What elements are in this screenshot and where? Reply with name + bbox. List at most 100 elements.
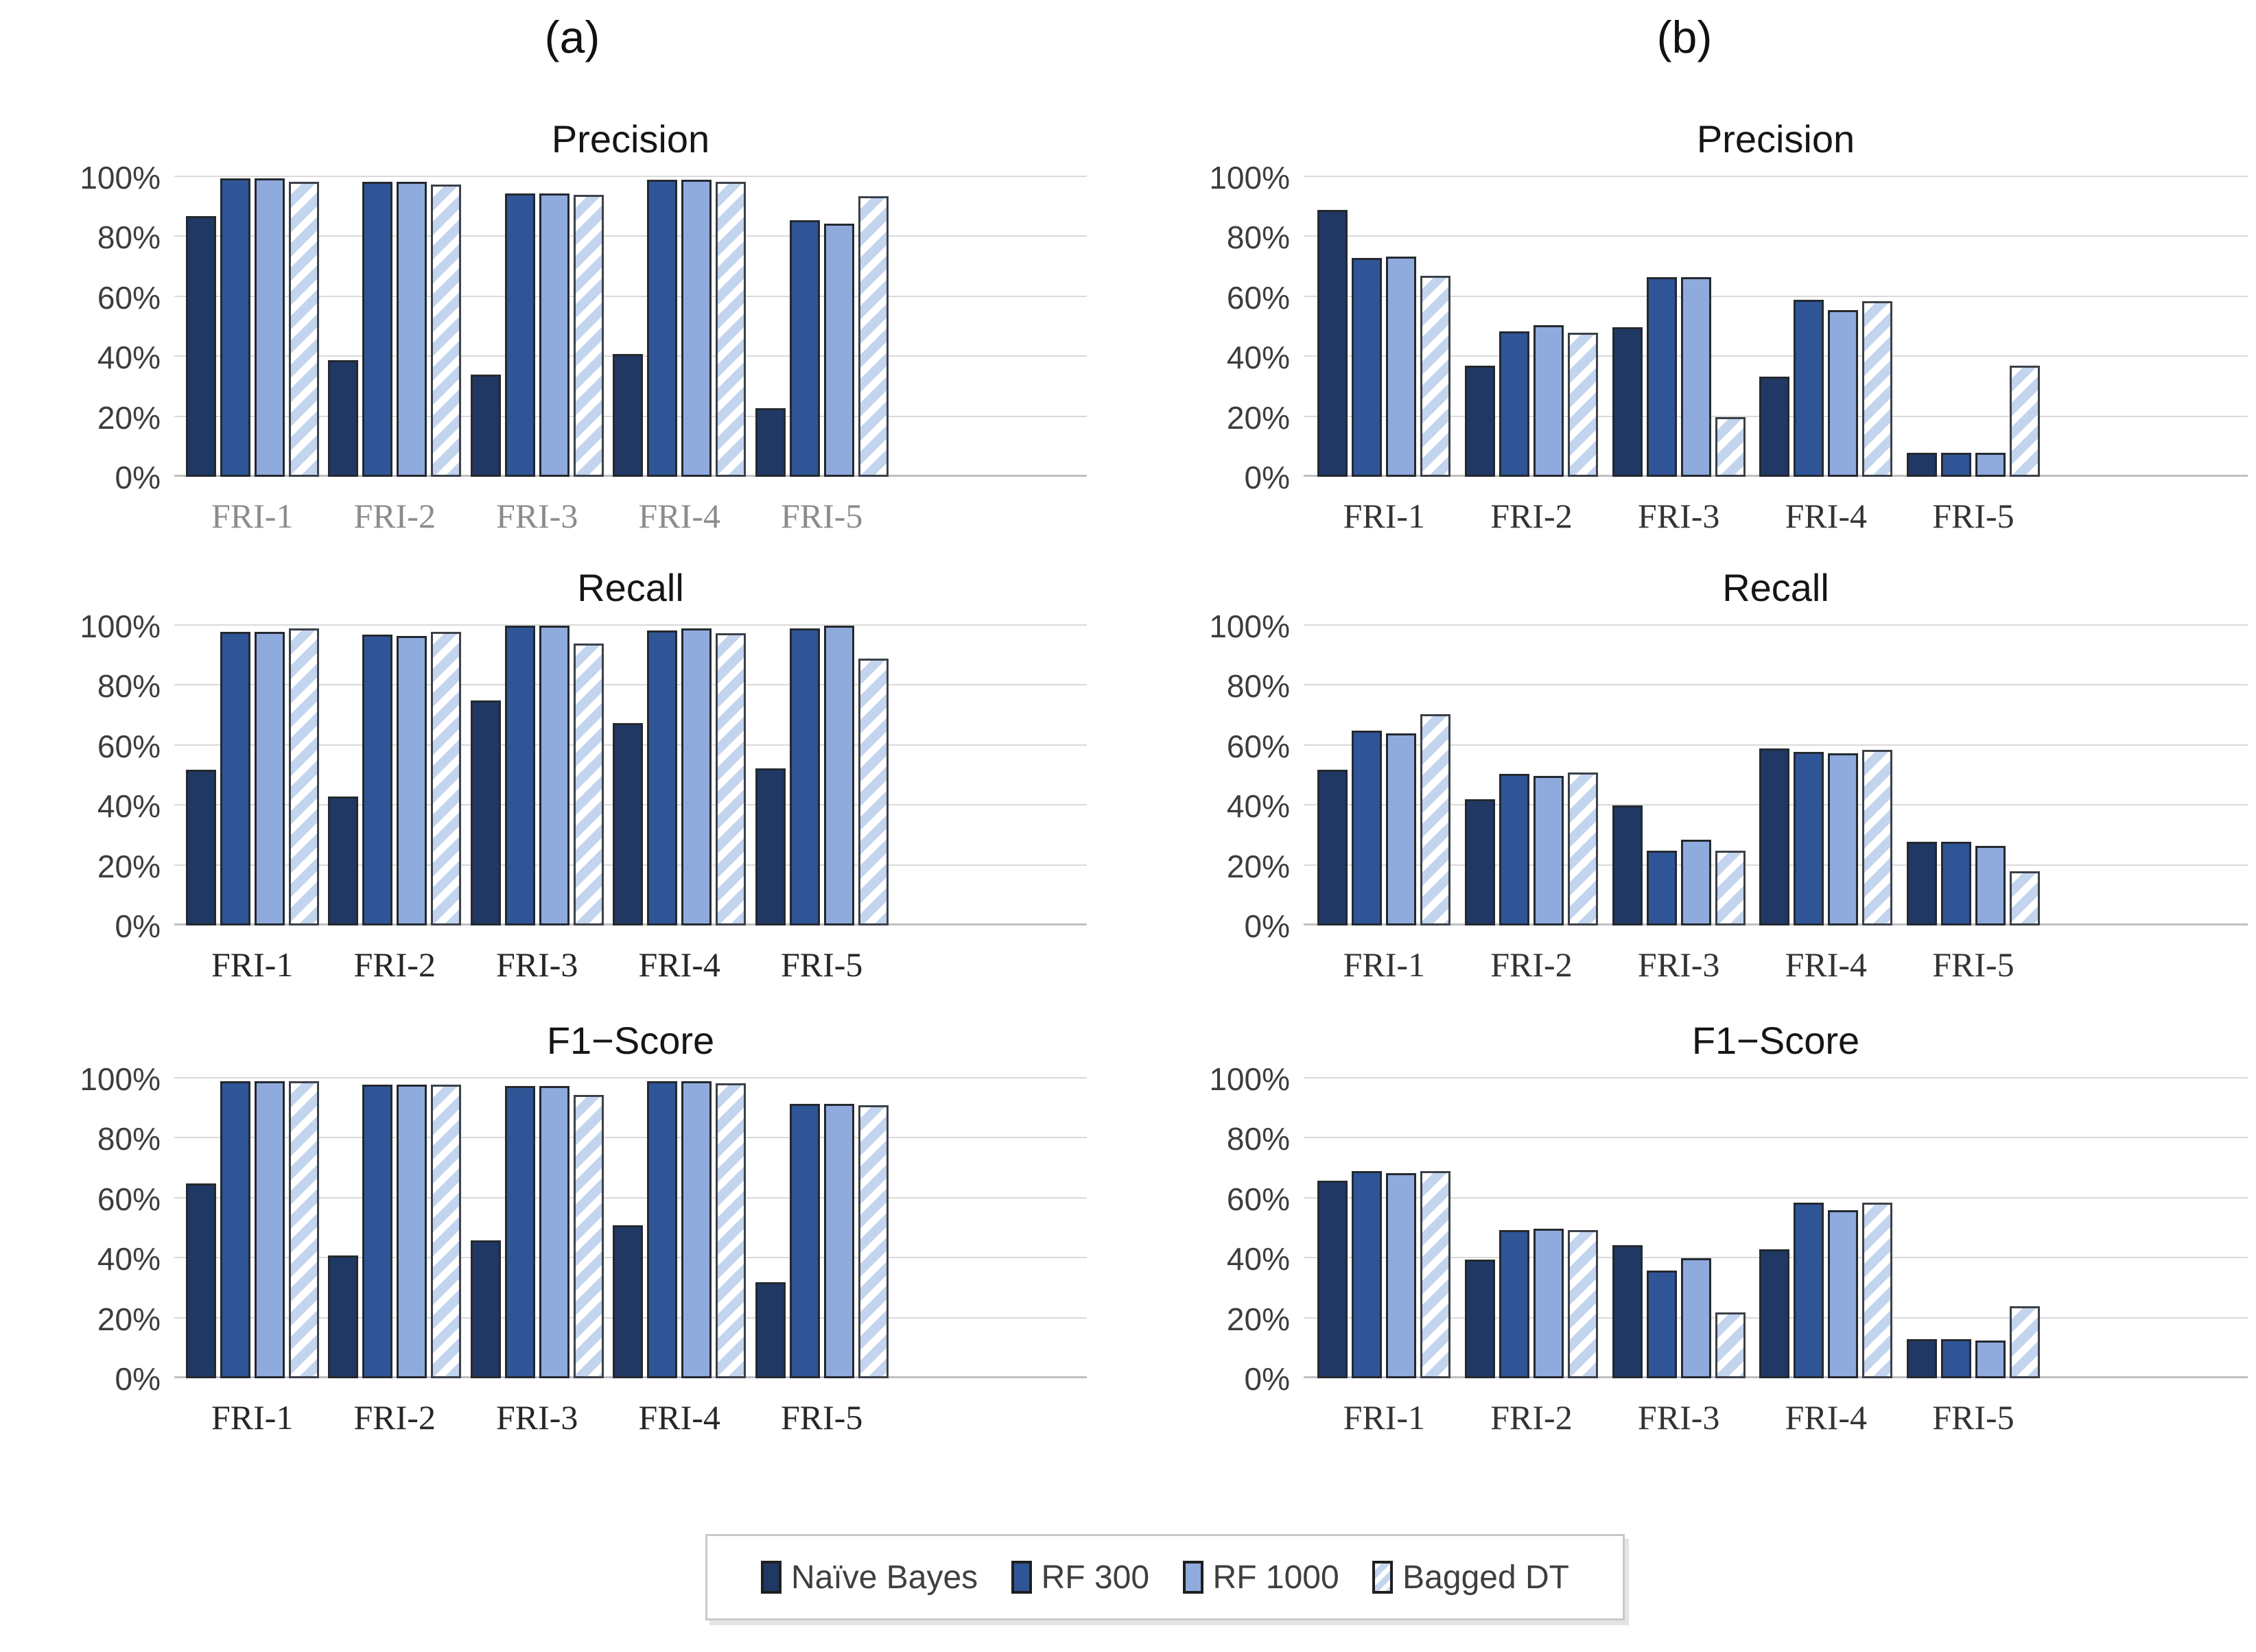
bar-rf-1000	[539, 1085, 569, 1378]
x-axis-category-label: FRI-4	[638, 945, 720, 984]
y-axis-tick-label: 80%	[97, 1121, 161, 1157]
bar-rf-300	[1499, 1229, 1529, 1378]
bar-rf-1000	[1975, 1341, 2006, 1378]
y-axis-tick-label: 20%	[97, 1301, 161, 1337]
bar-bagged-dt	[431, 1084, 462, 1378]
gridline	[174, 684, 1087, 686]
bar-bagged-dt	[858, 196, 889, 477]
x-axis-category-label: FRI-2	[353, 1398, 436, 1437]
bar-rf-300	[1499, 774, 1529, 925]
bar-group-fri-3	[466, 1078, 608, 1378]
y-axis-tick-label: 40%	[1226, 788, 1290, 825]
bar-bagged-dt	[1420, 1171, 1451, 1378]
bar-naive-bayes	[613, 353, 644, 477]
bar-bagged-dt	[1567, 772, 1598, 925]
legend-swatch-rf-300	[1011, 1561, 1032, 1594]
bar-rf-1000	[539, 193, 569, 477]
x-axis-category-label: FRI-2	[1490, 945, 1573, 984]
y-axis-tick-label: 40%	[1226, 340, 1290, 376]
bar-group-fri-4	[1752, 1078, 1900, 1378]
bar-rf-300	[647, 630, 678, 925]
bar-rf-300	[1794, 751, 1824, 925]
bar-bagged-dt	[1715, 850, 1746, 925]
y-axis-tick-label: 60%	[97, 728, 161, 764]
bar-bagged-dt	[1862, 301, 1893, 477]
bar-bagged-dt	[2009, 871, 2040, 925]
legend-label-rf-300: RF 300	[1041, 1559, 1150, 1596]
bar-naive-bayes	[613, 1225, 644, 1378]
x-axis-category-label: FRI-3	[495, 945, 578, 984]
chart-title: Precision	[551, 117, 710, 161]
chart-title: Recall	[577, 566, 684, 609]
bar-group-fri-5	[1900, 1078, 2047, 1378]
bar-naive-bayes	[185, 1183, 216, 1378]
y-axis-tick-label: 80%	[97, 668, 161, 705]
bar-group-fri-1	[1311, 626, 1458, 925]
x-axis-category-label: FRI-3	[495, 1398, 578, 1437]
bar-rf-1000	[1828, 1210, 1859, 1378]
legend-item-rf-1000: RF 1000	[1182, 1559, 1339, 1596]
bar-rf-300	[362, 181, 393, 477]
bar-groups	[181, 1078, 893, 1378]
plot-area: 0% 20% 40% 60% 80% 100%	[1209, 609, 2248, 944]
bar-rf-300	[1794, 300, 1824, 477]
bar-naive-bayes	[1317, 1180, 1348, 1378]
x-axis-category-label: FRI-5	[780, 1398, 863, 1437]
bar-groups	[1311, 626, 2047, 925]
x-axis-category-label: FRI-3	[1637, 497, 1720, 535]
bar-rf-1000	[681, 180, 712, 477]
bar-group-fri-3	[1605, 177, 1752, 477]
bar-rf-1000	[1386, 733, 1417, 925]
chart-a-recall: Recall 0% 20% 40% 60% 80% 100% FRI-1 FRI-2 FRI-3 F…	[58, 564, 1087, 984]
bar-group-fri-2	[323, 1078, 465, 1378]
bar-naive-bayes	[328, 796, 359, 925]
bar-rf-300	[504, 1085, 535, 1378]
bar-rf-300	[1794, 1203, 1824, 1378]
legend-label-rf-1000: RF 1000	[1212, 1559, 1339, 1596]
bar-rf-1000	[823, 1104, 854, 1378]
gridline	[174, 176, 1087, 177]
bar-bagged-dt	[431, 184, 462, 477]
bar-rf-1000	[823, 223, 854, 477]
gridline	[1304, 355, 2248, 357]
bar-bagged-dt	[1862, 750, 1893, 925]
bar-rf-300	[1646, 850, 1677, 925]
bar-group-fri-4	[608, 626, 750, 925]
y-axis-tick-label: 100%	[1209, 609, 1290, 644]
bar-naive-bayes	[755, 408, 786, 477]
y-axis-tick-label: 40%	[97, 340, 161, 376]
y-axis-tick-label: 0%	[115, 1361, 161, 1397]
x-axis-category-label: FRI-1	[1343, 497, 1426, 535]
x-axis-category-label: FRI-2	[353, 497, 436, 535]
bar-rf-1000	[1680, 277, 1711, 477]
plot-area: 0% 20% 40% 60% 80% 100%	[80, 1061, 1087, 1397]
chart-b-recall: Recall 0% 20% 40% 60% 80% 100% FRI-1 FRI-2 FRI-3 F…	[1187, 564, 2248, 984]
bar-rf-300	[789, 220, 820, 477]
chart-b-f1-score: F1−Score 0% 20% 40% 60% 80% 100% FRI-1 FRI-2 FRI-…	[1187, 1017, 2248, 1437]
x-axis-labels: FRI-1 FRI-2 FRI-3 FRI-4 FRI-5	[1311, 496, 2047, 536]
bar-rf-1000	[1386, 1172, 1417, 1378]
bar-naive-bayes	[470, 1240, 501, 1378]
bar-bagged-dt	[1567, 1229, 1598, 1378]
bar-bagged-dt	[1420, 276, 1451, 477]
gridline	[1304, 1196, 2248, 1199]
bar-rf-300	[1940, 453, 1971, 477]
gridline	[1304, 176, 2248, 177]
legend-label-naive-bayes: Naïve Bayes	[791, 1559, 978, 1596]
y-axis-tick-label: 100%	[80, 160, 161, 196]
x-axis-category-label: FRI-5	[1932, 497, 2014, 535]
bar-group-fri-5	[751, 1078, 893, 1378]
bar-group-fri-5	[751, 626, 893, 925]
bar-groups	[181, 177, 893, 477]
x-axis-category-label: FRI-2	[1490, 1398, 1573, 1437]
bar-rf-300	[789, 628, 820, 925]
bar-bagged-dt	[858, 1105, 889, 1378]
x-axis-labels: FRI-1 FRI-2 FRI-3 FRI-4 FRI-5	[181, 496, 893, 536]
bar-bagged-dt	[1715, 416, 1746, 477]
y-axis-tick-label: 20%	[97, 399, 161, 436]
bar-rf-1000	[1533, 325, 1564, 477]
x-axis-category-label: FRI-3	[495, 497, 578, 535]
y-axis-tick-label: 80%	[1226, 220, 1290, 256]
bar-rf-300	[1352, 730, 1383, 925]
gridline	[174, 1196, 1087, 1199]
